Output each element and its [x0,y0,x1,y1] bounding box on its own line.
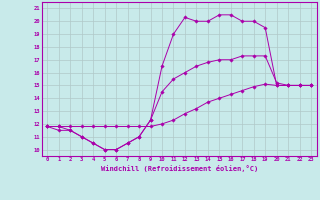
X-axis label: Windchill (Refroidissement éolien,°C): Windchill (Refroidissement éolien,°C) [100,165,258,172]
